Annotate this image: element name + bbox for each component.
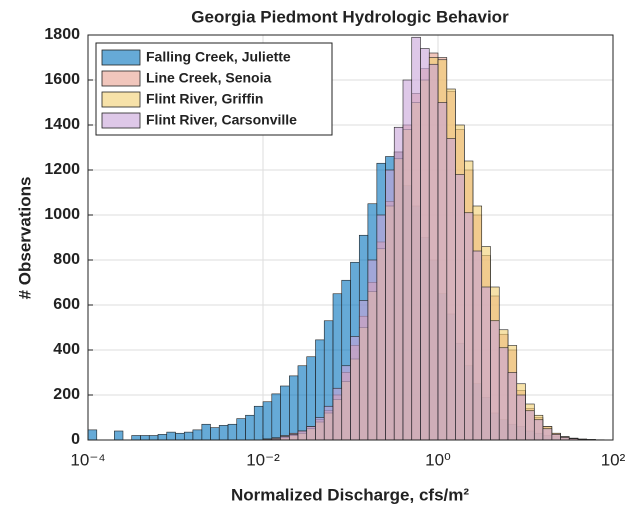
histogram-bar: [507, 372, 518, 441]
histogram-bar: [420, 48, 430, 441]
histogram-bar: [227, 423, 238, 441]
histogram-bar: [253, 405, 264, 441]
y-tick-label: 1400: [44, 116, 80, 133]
y-tick-label: 1000: [44, 206, 80, 223]
legend-swatch: [101, 70, 141, 87]
histogram-bar: [131, 435, 141, 441]
histogram-bar: [114, 430, 124, 441]
histogram-bar: [87, 429, 98, 441]
histogram-bar: [157, 434, 168, 441]
legend-label: Flint River, Carsonville: [146, 112, 297, 128]
histogram-bar: [306, 426, 316, 441]
histogram-bar: [411, 36, 421, 441]
y-tick-label: 600: [53, 296, 80, 313]
legend: Falling Creek, Juliette Line Creek, Senoi…: [95, 42, 333, 136]
y-tick-label: 800: [53, 251, 80, 268]
legend-label: Falling Creek, Juliette: [146, 49, 291, 65]
histogram-bar: [464, 212, 474, 441]
histogram-bar: [183, 431, 194, 441]
histogram-bar: [446, 138, 456, 441]
histogram-bar: [289, 375, 299, 441]
histogram-bar: [323, 405, 334, 441]
histogram-bar: [393, 126, 404, 441]
legend-swatch: [101, 112, 141, 129]
histogram-bar: [428, 63, 439, 441]
histogram-bar: [481, 286, 491, 441]
histogram-bar: [350, 336, 360, 441]
chart-title: Georgia Piedmont Hydrologic Behavior: [191, 7, 509, 26]
histogram-bar: [402, 79, 413, 441]
histogram-bar: [551, 434, 561, 441]
legend-swatch: [101, 49, 141, 66]
histogram-bar: [201, 423, 211, 441]
legend-label: Line Creek, Senoia: [146, 70, 271, 86]
plot-frame: [87, 34, 614, 441]
histogram-bar: [358, 300, 369, 441]
legend-swatch: [101, 91, 141, 108]
histogram-bar: [525, 410, 535, 441]
histogram-bar: [192, 429, 203, 441]
x-tick-label: 10⁻⁴: [70, 450, 105, 469]
histogram-bar: [437, 102, 448, 441]
histogram-bar: [148, 435, 159, 441]
y-tick-label: 1800: [44, 26, 80, 43]
histogram-bar: [341, 365, 351, 441]
histogram-bar: [542, 428, 553, 441]
histogram-bar: [280, 436, 290, 441]
x-axis-label: Normalized Discharge, cfs/m²: [231, 485, 469, 504]
histogram-bar: [175, 432, 185, 441]
histogram-bar: [245, 414, 255, 441]
histogram-bar: [289, 434, 299, 441]
histogram-bar: [516, 394, 526, 441]
histogram-bar: [218, 425, 229, 441]
histogram-bar: [297, 430, 308, 441]
histogram-bar: [490, 320, 500, 441]
y-tick-label: 1200: [44, 161, 80, 178]
histogram-bar: [210, 427, 220, 441]
histogram-bar: [280, 385, 290, 441]
histogram-bar: [271, 393, 281, 441]
y-tick-label: 0: [71, 431, 80, 448]
histogram-bar: [297, 365, 308, 441]
histogram-bar: [472, 250, 483, 441]
histogram-bar: [498, 347, 509, 441]
histogram-bar: [140, 435, 150, 441]
histogram-bar: [533, 419, 544, 441]
histogram-bar: [166, 431, 176, 441]
histogram-bar: [236, 418, 246, 441]
histogram-bar: [367, 259, 378, 441]
histogram-bar: [262, 401, 273, 441]
x-tick-label: 10⁻²: [246, 450, 280, 469]
y-tick-label: 200: [53, 386, 80, 403]
histogram-bar: [376, 214, 386, 441]
histogram-bar: [332, 387, 343, 441]
histogram-bar: [385, 169, 395, 441]
x-tick-label: 10⁰: [425, 450, 451, 469]
y-tick-label: 1600: [44, 71, 80, 88]
y-tick-label: 400: [53, 341, 80, 358]
y-axis-label: # Observations: [15, 177, 34, 300]
histogram-bar: [315, 417, 325, 441]
legend-label: Flint River, Griffin: [146, 91, 263, 107]
histogram-bar: [455, 174, 465, 441]
x-tick-label: 10²: [601, 450, 626, 469]
